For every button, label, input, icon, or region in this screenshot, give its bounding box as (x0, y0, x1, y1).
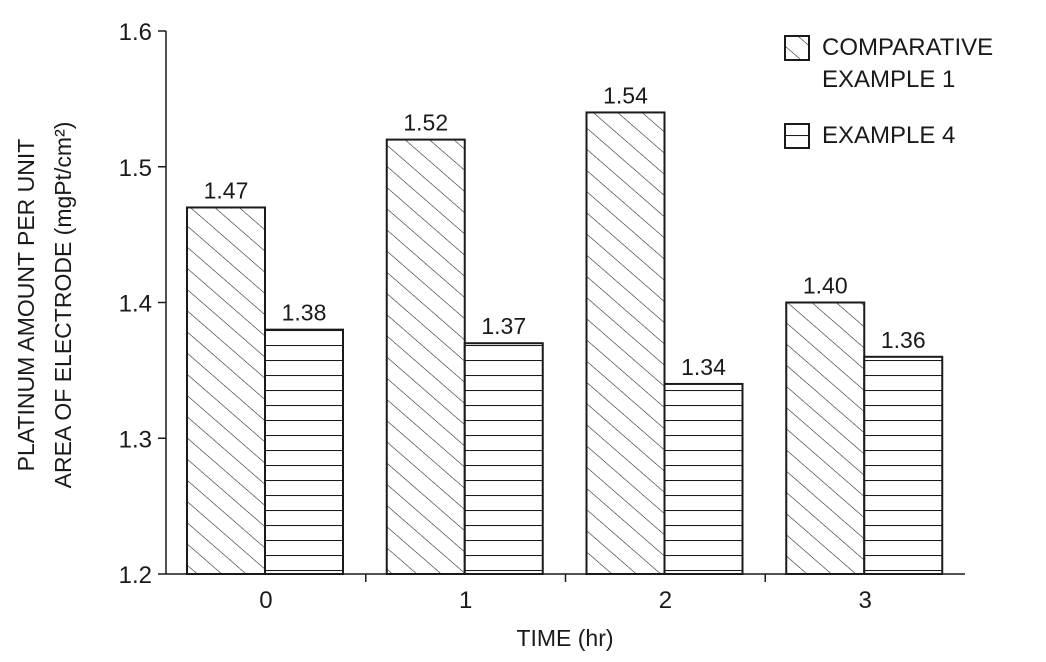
bar-comparative-example-1-t3 (786, 303, 864, 575)
legend-swatch-comparative-example-1 (785, 36, 809, 60)
y-tick-label: 1.2 (119, 562, 152, 589)
data-label: 1.38 (282, 300, 327, 326)
legend-label-comparative-line2: EXAMPLE 1 (822, 66, 955, 93)
bar-example-4-t3 (864, 357, 942, 574)
legend: COMPARATIVE EXAMPLE 1 EXAMPLE 4 (785, 34, 993, 149)
legend-label-comparative-line1: COMPARATIVE (822, 34, 993, 61)
x-tick-label: 1 (459, 587, 472, 614)
bar-comparative-example-1-t2 (587, 112, 665, 574)
legend-label-example-4: EXAMPLE 4 (822, 122, 955, 149)
y-tick-label: 1.5 (119, 155, 152, 182)
y-tick-label: 1.3 (119, 426, 152, 453)
y-tick-label: 1.6 (119, 19, 152, 46)
y-tick-label: 1.4 (119, 291, 152, 318)
bars (187, 112, 942, 574)
x-tick-label: 3 (858, 587, 871, 614)
y-axis-title-line2: AREA OF ELECTRODE (mgPt/cm²) (50, 122, 76, 489)
data-label: 1.34 (681, 354, 726, 380)
bar-example-4-t1 (465, 343, 543, 574)
bar-example-4-t2 (665, 384, 743, 574)
bar-comparative-example-1-t0 (187, 207, 265, 574)
x-tick-label: 0 (259, 587, 272, 614)
bar-comparative-example-1-t1 (387, 140, 465, 574)
x-axis-title: TIME (hr) (516, 625, 613, 651)
data-label: 1.40 (803, 273, 848, 299)
y-axis-title-line1: PLATINUM AMOUNT PER UNIT (13, 139, 39, 472)
data-label: 1.37 (481, 313, 526, 339)
x-tick-label: 2 (659, 587, 672, 614)
bar-example-4-t0 (265, 330, 343, 574)
data-label: 1.54 (603, 82, 648, 108)
legend-swatch-example-4 (785, 124, 809, 148)
data-label: 1.52 (403, 110, 448, 136)
data-label: 1.47 (204, 177, 249, 203)
data-label: 1.36 (881, 327, 926, 353)
